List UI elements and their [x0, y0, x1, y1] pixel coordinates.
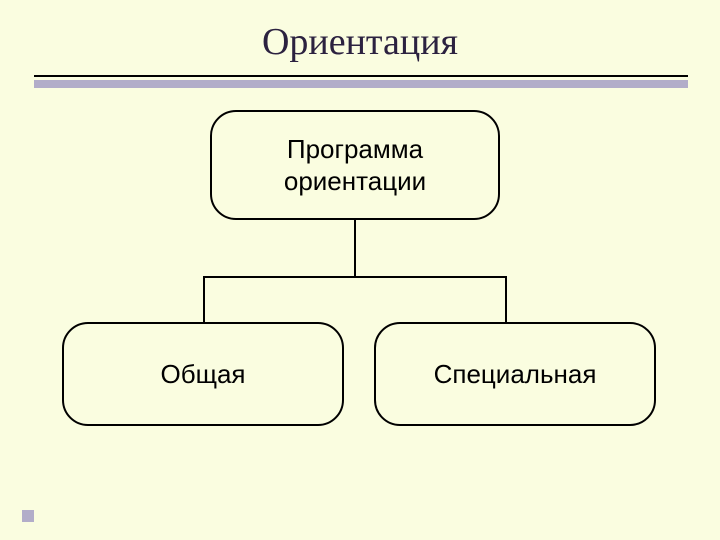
- child-box-1: Специальная: [374, 322, 656, 426]
- slide-title: Ориентация: [0, 20, 720, 64]
- corner-bullet: [22, 510, 34, 522]
- connector-drop-left: [203, 276, 205, 322]
- title-rule-thin: [34, 75, 688, 77]
- slide: Ориентация Программаориентации Общая Спе…: [0, 0, 720, 540]
- title-rule-thick: [34, 80, 688, 88]
- root-box: Программаориентации: [210, 110, 500, 220]
- connector-drop-right: [505, 276, 507, 322]
- root-label: Программаориентации: [284, 133, 426, 198]
- connector-crossbar: [203, 276, 507, 278]
- child-box-0: Общая: [62, 322, 344, 426]
- child-label-1: Специальная: [434, 358, 597, 391]
- child-label-0: Общая: [160, 358, 245, 391]
- connector-trunk: [354, 220, 356, 276]
